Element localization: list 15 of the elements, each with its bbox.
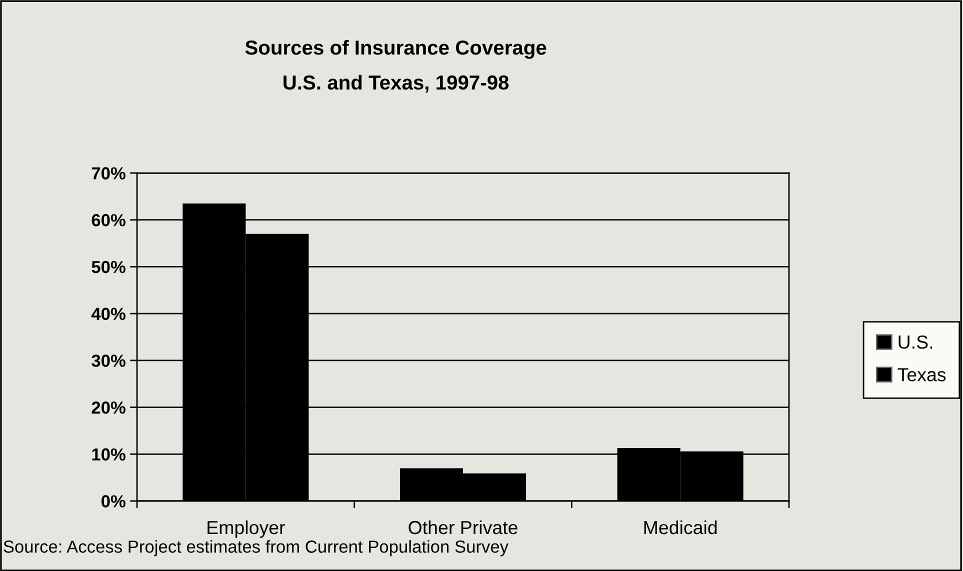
source-note: Source: Access Project estimates from Current Population Survey (4, 540, 508, 556)
y-tick-label: 0% (102, 495, 126, 508)
y-tick-label: 20% (92, 401, 126, 414)
legend-label: U.S. (898, 335, 932, 349)
x-tick-label: Other Private (408, 520, 518, 534)
x-tick-label: Medicaid (644, 520, 717, 534)
y-tick-label: 10% (92, 448, 126, 461)
legend-label: Texas (898, 368, 946, 382)
x-tick-label: Employer (208, 520, 285, 538)
y-tick-label: 70% (92, 167, 126, 180)
y-tick-label: 60% (92, 214, 126, 226)
chart-title: Sources of Insurance Coverage U.S. and Texas, 1997-98 (245, 40, 546, 93)
y-tick-label: 40% (91, 308, 126, 320)
y-tick-label: 50% (92, 260, 126, 274)
y-tick-label: 30% (92, 354, 126, 367)
